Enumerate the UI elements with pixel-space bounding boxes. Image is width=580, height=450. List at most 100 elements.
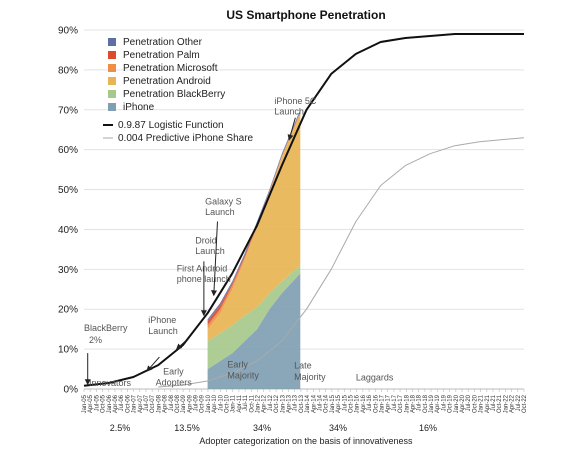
adopter-percent: 13.5% <box>174 423 200 433</box>
x-tick-label: Jul-16 <box>367 394 373 411</box>
y-tick-label: 60% <box>58 145 78 156</box>
grid <box>84 29 524 390</box>
annotation: Launch <box>148 326 178 336</box>
legend-swatch <box>108 77 116 85</box>
x-tick-label: Jul-18 <box>417 394 423 411</box>
x-tick-label: Apr-21 <box>485 394 491 413</box>
x-tick-label: Oct-12 <box>274 394 280 413</box>
series-area <box>207 265 301 370</box>
x-tick-label: Apr-16 <box>361 394 367 413</box>
y-tick-label: 70% <box>58 105 78 116</box>
x-tick-label: Jan-06 <box>107 394 113 413</box>
x-tick-label: Apr-10 <box>212 394 218 413</box>
x-tick-label: Jan-10 <box>206 394 212 413</box>
x-tick-label: Jul-12 <box>268 394 274 411</box>
legend-label: Penetration Android <box>123 76 211 87</box>
x-tick-label: Jul-19 <box>441 394 447 411</box>
legend-swatch <box>108 51 116 59</box>
annotation: iPhone <box>148 315 176 325</box>
x-tick-label: Apr-19 <box>435 394 441 413</box>
x-tick-label: Jan-09 <box>181 394 187 413</box>
x-tick-label: Apr-07 <box>138 394 144 413</box>
y-tick-label: 80% <box>58 65 78 76</box>
y-tick-label: 90% <box>58 26 78 37</box>
x-tick-label: Jan-08 <box>156 394 162 413</box>
x-tick-label: Jul-10 <box>218 394 224 411</box>
x-tick-label: Apr-08 <box>163 394 169 413</box>
annotation: iPhone 5C <box>274 96 317 106</box>
legend-label: iPhone <box>123 102 155 113</box>
annotation: Innovators <box>89 378 132 388</box>
adopter-percent: 16% <box>419 423 437 433</box>
legend-label: 0.004 Predictive iPhone Share <box>118 133 254 144</box>
x-axis: Jan-05 Apr-05 Jul-05 Oct-05 Jan-06 Apr-06 Jul-… <box>82 389 528 413</box>
x-tick-label: Jul-13 <box>293 394 299 411</box>
x-tick-label: Jan-22 <box>503 394 509 413</box>
annotation: Majority <box>227 371 259 381</box>
legend: Penetration Other Penetration Palm Penetra… <box>103 37 254 144</box>
series-area <box>207 273 301 389</box>
legend-label: Penetration Microsoft <box>123 63 218 74</box>
x-tick-label: Jan-20 <box>454 394 460 413</box>
series-line <box>83 33 524 387</box>
y-tick-label: 30% <box>58 265 78 276</box>
y-tick-label: 20% <box>58 305 78 316</box>
annotation: Late <box>294 361 312 371</box>
x-tick-label: Apr-11 <box>237 394 243 412</box>
x-tick-label: Oct-08 <box>175 394 181 413</box>
x-tick-label: Jan-13 <box>280 394 286 413</box>
x-tick-label: Oct-17 <box>398 394 404 413</box>
x-tick-label: Jan-18 <box>404 394 410 413</box>
x-tick-label: Jul-17 <box>392 394 398 411</box>
x-tick-label: Jan-15 <box>330 394 336 413</box>
annotation: Majority <box>294 372 326 382</box>
annotation: Laggards <box>356 373 394 383</box>
annotation-arrows <box>84 117 296 386</box>
x-tick-label: Oct-09 <box>200 394 206 413</box>
series-area <box>207 113 301 342</box>
x-tick-label: Jul-14 <box>317 394 323 411</box>
x-tick-label: Apr-09 <box>187 394 193 413</box>
x-tick-label: Jan-14 <box>305 394 311 413</box>
x-tick-label: Apr-15 <box>336 394 342 413</box>
y-tick-label: 0% <box>64 385 79 396</box>
chart-title: US Smartphone Penetration <box>226 8 385 22</box>
annotation: First Android <box>177 263 228 273</box>
x-tick-label: Oct-22 <box>522 394 528 413</box>
annotation-arrow <box>146 356 160 372</box>
x-tick-label: Apr-22 <box>510 394 516 413</box>
x-tick-label: Jul-05 <box>94 394 100 411</box>
x-tick-label: Apr-17 <box>386 394 392 413</box>
y-tick-label: 50% <box>58 185 78 196</box>
x-tick-label: Oct-20 <box>472 394 478 413</box>
x-tick-label: Jul-06 <box>119 394 125 411</box>
y-tick-label: 40% <box>58 225 78 236</box>
x-tick-label: Jan-11 <box>231 394 237 413</box>
x-tick-label: Jul-20 <box>466 394 472 411</box>
annotation-arrow <box>211 221 218 297</box>
legend-label: 0.9.87 Logistic Function <box>118 120 224 131</box>
x-tick-label: Apr-12 <box>262 394 268 413</box>
x-tick-label: Jan-21 <box>479 394 485 413</box>
x-tick-label: Jan-17 <box>379 394 385 413</box>
x-tick-label: Oct-07 <box>150 394 156 413</box>
x-tick-label: Oct-14 <box>324 394 330 413</box>
x-tick-label: Jul-07 <box>144 394 150 411</box>
legend-swatch <box>108 103 116 111</box>
annotation: Launch <box>205 207 235 217</box>
x-tick-label: Oct-18 <box>423 394 429 413</box>
x-tick-label: Jan-19 <box>429 394 435 413</box>
x-tick-label: Apr-05 <box>88 394 94 413</box>
annotation-arrow <box>287 117 296 141</box>
annotation: 2% <box>89 335 102 345</box>
x-tick-label: Oct-21 <box>497 394 503 413</box>
x-tick-label: Apr-14 <box>311 394 317 413</box>
x-tick-label: Apr-06 <box>113 394 119 413</box>
annotation: Early <box>163 367 184 377</box>
y-axis: 0% 10% 20% 30% 40% 50% 60% 70% 80% 90% <box>58 26 78 396</box>
annotation: Droid <box>195 235 217 245</box>
annotation: Launch <box>195 246 225 256</box>
x-tick-label: Jul-09 <box>194 394 200 411</box>
adopter-percent: 2.5% <box>110 423 131 433</box>
x-tick-label: Apr-18 <box>410 394 416 413</box>
